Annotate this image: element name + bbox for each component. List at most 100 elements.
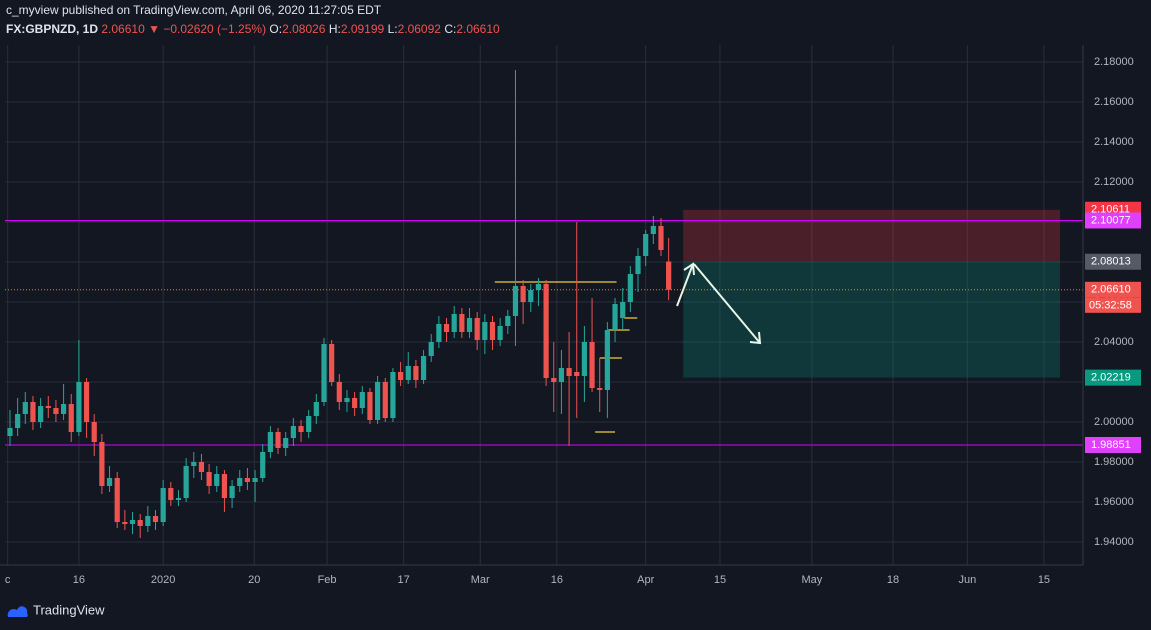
candle-body [359, 392, 365, 408]
price-label-box [1085, 436, 1141, 453]
candle-body [60, 404, 67, 414]
candle-body [627, 274, 633, 302]
candle-body [589, 342, 595, 388]
field-label: H: [329, 22, 341, 36]
candle-body [658, 226, 664, 250]
field-label: C: [444, 22, 456, 36]
candle-body [7, 428, 13, 436]
candle-body [160, 488, 166, 522]
candle-body [267, 432, 273, 452]
candle-body [260, 452, 266, 478]
candle-body [558, 368, 565, 382]
price-label-box [1085, 369, 1141, 386]
candle-body [68, 404, 74, 432]
candle-body [474, 318, 480, 340]
candle-body [129, 520, 136, 524]
candle-body [114, 478, 120, 522]
candle-body [53, 408, 59, 414]
candle-body [597, 388, 603, 390]
candle-body [528, 290, 534, 302]
y-tick-label: 1.94000 [1094, 536, 1134, 548]
last: 2.06610 [101, 22, 145, 36]
candle-body [535, 284, 542, 290]
candle-body [283, 438, 289, 448]
arrow-up [676, 262, 695, 307]
candle-body [551, 378, 557, 382]
y-tick-label: 2.18000 [1094, 56, 1134, 68]
candle-body [420, 356, 427, 380]
candle-body [367, 392, 373, 420]
candle-body [581, 342, 588, 376]
candle-body [206, 472, 212, 486]
field-label: L: [388, 22, 398, 36]
x-tick-label: 17 [398, 574, 410, 586]
candle-body [191, 462, 197, 466]
candle-body [275, 432, 281, 448]
x-tick-label: 15 [1038, 574, 1050, 586]
candle-body [451, 314, 457, 332]
logo: TradingView [7, 602, 105, 617]
candle-body [145, 516, 151, 526]
candle-body [413, 366, 419, 380]
candle-body [22, 402, 28, 414]
candle-body [83, 382, 90, 422]
x-tick-label: 20 [248, 574, 260, 586]
x-tick-label: Jun [958, 574, 976, 586]
candle-body [336, 382, 342, 402]
x-tick-label: Apr [637, 574, 654, 586]
price-label-box [1085, 212, 1141, 229]
price-label: 2.06610 [1091, 284, 1131, 296]
candle-body [635, 256, 641, 274]
x-tick-label: 16 [551, 574, 563, 586]
x-tick-label: Feb [318, 574, 337, 586]
candle-body [76, 382, 82, 432]
x-tick-label: 18 [887, 574, 899, 586]
price-label: 2.08013 [1091, 256, 1131, 268]
countdown: 05:32:58 [1089, 300, 1132, 312]
candle-body [482, 322, 488, 340]
candle-body [229, 486, 235, 498]
candle-body [428, 342, 434, 356]
candle-body [175, 498, 182, 500]
candle-body [38, 406, 44, 422]
candle-body [45, 406, 51, 408]
candle-body [237, 478, 243, 486]
change: −0.02620 (−1.25%) [163, 22, 266, 36]
candle-body [375, 382, 381, 420]
candle-body [321, 344, 327, 402]
candle-body [466, 318, 473, 332]
candle-body [650, 226, 656, 234]
y-tick-label: 2.04000 [1094, 336, 1134, 348]
candle-body [390, 372, 396, 418]
candle-body [352, 398, 358, 408]
candle-body [505, 316, 511, 326]
candle-body [214, 474, 220, 486]
field-value: 2.09199 [341, 22, 385, 36]
candle-body [152, 516, 159, 522]
candle-body [520, 286, 526, 302]
x-tick-label: 2020 [151, 574, 175, 586]
y-tick-label: 2.16000 [1094, 96, 1134, 108]
candle-body [574, 372, 580, 376]
price-label: 2.02219 [1091, 372, 1131, 384]
x-tick-label: 16 [73, 574, 85, 586]
candle-body [497, 326, 503, 340]
candle-body [436, 324, 442, 342]
candle-body [643, 234, 649, 256]
brand: TradingView [33, 602, 105, 617]
candle-body [168, 488, 174, 500]
plot [5, 45, 1083, 565]
logo-icon [7, 606, 28, 617]
candle-body [313, 402, 319, 416]
y-tick-label: 1.98000 [1094, 456, 1134, 468]
quote: FX:GBPNZD, 1D 2.06610 ▼ −0.02620 (−1.25%… [6, 22, 500, 36]
candle-body [91, 422, 97, 442]
x-tick-label: 15 [714, 574, 726, 586]
y-tick-label: 2.00000 [1094, 416, 1134, 428]
candle-body [306, 416, 312, 432]
arrows [676, 262, 762, 345]
candle-body [252, 478, 258, 482]
symbol: FX:GBPNZD, 1D [6, 22, 98, 36]
y-tick-label: 1.96000 [1094, 496, 1134, 508]
arrow: ▼ [148, 22, 160, 36]
